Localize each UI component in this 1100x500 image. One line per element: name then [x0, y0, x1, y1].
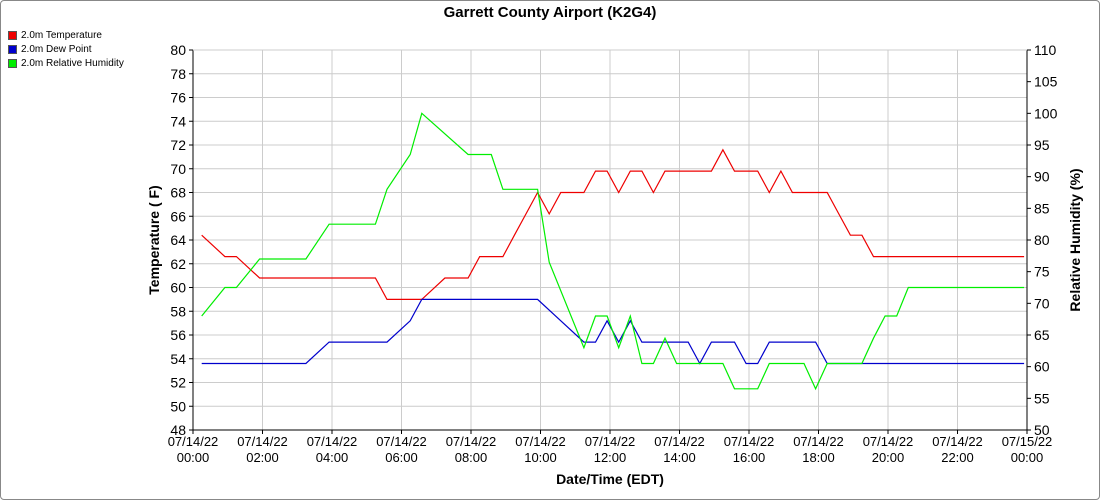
- x-tick-label-time: 16:00: [733, 450, 766, 465]
- y-tick-label-left: 74: [170, 113, 186, 129]
- y-tick-label-left: 52: [170, 375, 186, 391]
- y-tick-label-left: 78: [170, 66, 186, 82]
- legend-swatch-dew-point: [8, 44, 17, 54]
- legend-item-dew-point: 2.0m Dew Point: [8, 42, 124, 56]
- x-tick-label-time: 00:00: [1011, 450, 1044, 465]
- y-tick-label-right: 65: [1034, 327, 1050, 343]
- x-axis-label: Date/Time (EDT): [556, 471, 664, 487]
- legend-swatch-humidity: [8, 58, 17, 68]
- x-tick-label-time: 06:00: [385, 450, 418, 465]
- y-tick-label-left: 48: [170, 422, 186, 438]
- y-tick-label-left: 58: [170, 303, 186, 319]
- y-tick-label-right: 80: [1034, 232, 1050, 248]
- y-tick-label-right: 75: [1034, 264, 1050, 280]
- y-tick-label-right: 105: [1034, 74, 1058, 90]
- x-tick-label-time: 22:00: [941, 450, 974, 465]
- x-tick-label-date: 07/14/22: [446, 434, 497, 449]
- series-line-humidity: [201, 112, 1025, 391]
- y-tick-label-right: 70: [1034, 295, 1050, 311]
- y-tick-label-right: 110: [1034, 42, 1057, 58]
- x-tick-label-time: 14:00: [663, 450, 696, 465]
- y-tick-label-left: 76: [170, 90, 186, 106]
- x-tick-label-time: 12:00: [594, 450, 627, 465]
- series-line-temperature: [201, 148, 1025, 300]
- x-tick-label-time: 02:00: [246, 450, 279, 465]
- legend-label-dew-point: 2.0m Dew Point: [21, 43, 92, 55]
- x-tick-label-date: 07/14/22: [168, 434, 219, 449]
- x-tick-label-time: 08:00: [455, 450, 488, 465]
- series-line-dew-point: [201, 298, 1025, 365]
- y-tick-label-left: 66: [170, 208, 186, 224]
- legend-label-humidity: 2.0m Relative Humidity: [21, 57, 124, 69]
- x-tick-label-time: 20:00: [872, 450, 905, 465]
- y-tick-label-right: 55: [1034, 390, 1050, 406]
- y-axis-label-right: Relative Humidity (%): [1067, 168, 1083, 311]
- x-tick-label-date: 07/14/22: [793, 434, 844, 449]
- x-tick-label-date: 07/14/22: [515, 434, 566, 449]
- y-tick-label-left: 64: [170, 232, 186, 248]
- x-tick-label-time: 10:00: [524, 450, 557, 465]
- series-lines: [201, 112, 1025, 391]
- x-tick-label-date: 07/14/22: [932, 434, 983, 449]
- axes: 48 50 52 54 56 58 60 62 64 66 68 70 72 74 76 78 80 50 55 60…: [168, 42, 1058, 465]
- y-tick-label-right: 95: [1034, 137, 1050, 153]
- x-tick-label-date: 07/14/22: [307, 434, 358, 449]
- y-tick-label-left: 68: [170, 185, 186, 201]
- x-tick-label-date: 07/14/22: [237, 434, 288, 449]
- x-tick-label-date: 07/15/22: [1002, 434, 1053, 449]
- y-tick-label-left: 70: [170, 161, 186, 177]
- x-tick-label-date: 07/14/22: [376, 434, 427, 449]
- legend-swatch-temperature: [8, 30, 17, 40]
- legend-item-humidity: 2.0m Relative Humidity: [8, 56, 124, 70]
- x-tick-label-date: 07/14/22: [724, 434, 775, 449]
- x-tick-label-time: 04:00: [316, 450, 349, 465]
- legend: 2.0m Temperature 2.0m Dew Point 2.0m Rel…: [8, 28, 124, 70]
- y-tick-label-right: 60: [1034, 359, 1050, 375]
- y-tick-label-left: 80: [170, 42, 186, 58]
- x-tick-label-date: 07/14/22: [654, 434, 705, 449]
- y-tick-label-left: 56: [170, 327, 186, 343]
- y-axis-label-left: Temperature ( F): [146, 185, 162, 294]
- x-tick-label-date: 07/14/22: [585, 434, 636, 449]
- y-tick-label-right: 90: [1034, 169, 1050, 185]
- y-tick-label-right: 100: [1034, 105, 1058, 121]
- chart-title: Garrett County Airport (K2G4): [443, 4, 657, 21]
- y-tick-label-left: 54: [170, 351, 186, 367]
- y-tick-label-left: 72: [170, 137, 186, 153]
- legend-label-temperature: 2.0m Temperature: [21, 29, 102, 41]
- y-tick-label-right: 85: [1034, 200, 1050, 216]
- y-tick-label-left: 62: [170, 256, 186, 272]
- y-tick-label-right: 50: [1034, 422, 1050, 438]
- x-tick-label-date: 07/14/22: [863, 434, 914, 449]
- y-tick-label-left: 50: [170, 398, 186, 414]
- legend-item-temperature: 2.0m Temperature: [8, 28, 124, 42]
- y-tick-label-left: 60: [170, 280, 186, 296]
- x-tick-label-time: 00:00: [177, 450, 210, 465]
- x-tick-label-time: 18:00: [802, 450, 835, 465]
